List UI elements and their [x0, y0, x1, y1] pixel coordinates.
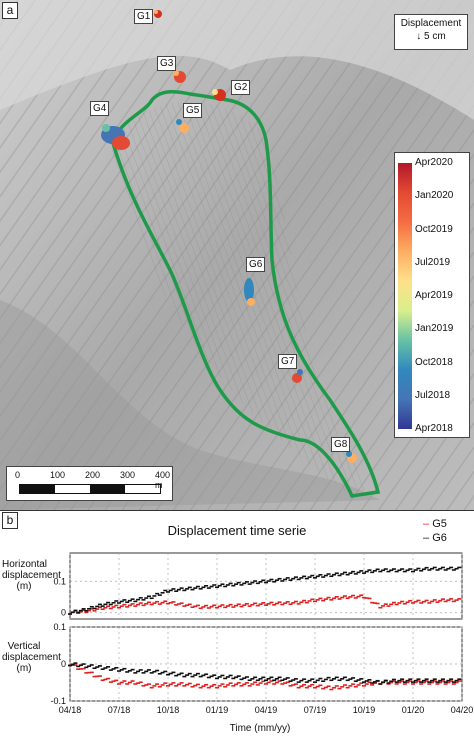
gauge-marker-g3 [173, 70, 186, 83]
time-series-panel: b Displacement time serie – G5 – G6 Hori… [0, 510, 474, 738]
chart-title: Displacement time serie [167, 523, 307, 538]
colorbar-tick-label: Jul2018 [415, 389, 451, 401]
scale-bar [19, 484, 161, 494]
time-colorbar [398, 163, 412, 429]
lower-slope [0, 300, 380, 510]
scale-tick-label: 200 [85, 470, 101, 480]
gauge-marker-g1 [154, 10, 162, 18]
gauge-marker-g4 [101, 124, 130, 150]
gauge-label-g1: G1 [134, 9, 154, 24]
scale-tick-label: 100 [50, 470, 66, 480]
map-panel: a G1 G2 G3 G4 G5 G6 G7 G8 Displacement ↓… [0, 0, 474, 510]
legend-item-g5: – G5 [423, 518, 447, 530]
x-tick-label: 01/19 [206, 705, 229, 715]
top-ylabel: Horizontal displacement (m) [2, 559, 61, 592]
y-tick-label: -0.1 [50, 696, 66, 706]
time-colorbar-legend: Apr2020 Jan2020 Oct2019 Jul2019 Apr2019 Jan20… [394, 152, 470, 438]
gauge-marker-g6 [244, 278, 255, 306]
landslide-body [110, 101, 370, 492]
x-tick-label: 07/18 [108, 705, 131, 715]
gauge-marker-g8 [346, 451, 357, 463]
gauge-marker-g2 [212, 89, 226, 101]
colorbar-tick-label: Jul2019 [415, 256, 451, 268]
colorbar-tick-label: Apr2019 [415, 290, 453, 301]
colorbar-tick-label: Jan2020 [415, 190, 454, 202]
x-tick-label: 10/19 [353, 705, 376, 715]
panel-letter-a: a [2, 2, 18, 19]
x-tick-label: 07/19 [304, 705, 327, 715]
gauge-label-g7: G7 [278, 354, 298, 369]
displacement-title: Displacement [400, 18, 462, 29]
y-tick-label: 0.1 [53, 622, 66, 632]
gauge-label-g5: G5 [183, 103, 203, 118]
x-tick-label: 04/20 [451, 705, 474, 715]
colorbar-tick-label: Apr2020 [415, 157, 453, 168]
x-tick-label: 10/18 [157, 705, 180, 715]
scale-tick-label: 300 [120, 470, 136, 480]
colorbar-tick-label: Oct2018 [415, 356, 453, 368]
time-series-chart: 0.1 0 0.1 0 -0.104/18 07/18 10/18 01/19 04/19 07/… [50, 552, 474, 715]
panel-letter-b: b [2, 512, 18, 529]
colorbar-tick-label: Jan2019 [415, 323, 454, 335]
distance-scale-bar: 0 100 200 300 400 m [6, 466, 173, 501]
displacement-value: 5 cm [424, 31, 446, 42]
gauge-label-g8: G8 [331, 437, 351, 452]
scale-tick-label: 400 m [155, 470, 171, 490]
colorbar-tick-label: Apr2018 [415, 423, 453, 434]
scale-tick-label: 0 [15, 470, 21, 480]
y-tick-label: 0 [61, 659, 66, 669]
gauge-label-g4: G4 [90, 101, 110, 116]
landslide-outline [110, 90, 381, 498]
x-tick-label: 04/19 [255, 705, 278, 715]
x-axis-label: Time (mm/yy) [229, 723, 291, 734]
x-tick-label: 04/18 [59, 705, 82, 715]
colorbar-tick-label: Oct2019 [415, 223, 453, 235]
y-tick-label: 0 [61, 608, 66, 618]
upper-plateau [0, 0, 474, 120]
y-tick-label: 0.1 [53, 576, 66, 586]
chart-legend: – G5 – G6 [423, 517, 447, 545]
gauge-marker-g7 [292, 369, 303, 383]
displacement-scale-box: Displacement ↓ 5 cm [394, 14, 468, 50]
down-arrow-icon: ↓ [416, 31, 422, 42]
gauge-marker-g5 [176, 119, 189, 133]
gauge-label-g6: G6 [246, 257, 266, 272]
gauge-label-g2: G2 [231, 80, 251, 95]
bottom-ylabel: Vertical displacement (m) [2, 641, 61, 674]
gauge-label-g3: G3 [157, 56, 177, 71]
x-tick-label: 01/20 [402, 705, 425, 715]
legend-item-g6: – G6 [423, 532, 447, 544]
